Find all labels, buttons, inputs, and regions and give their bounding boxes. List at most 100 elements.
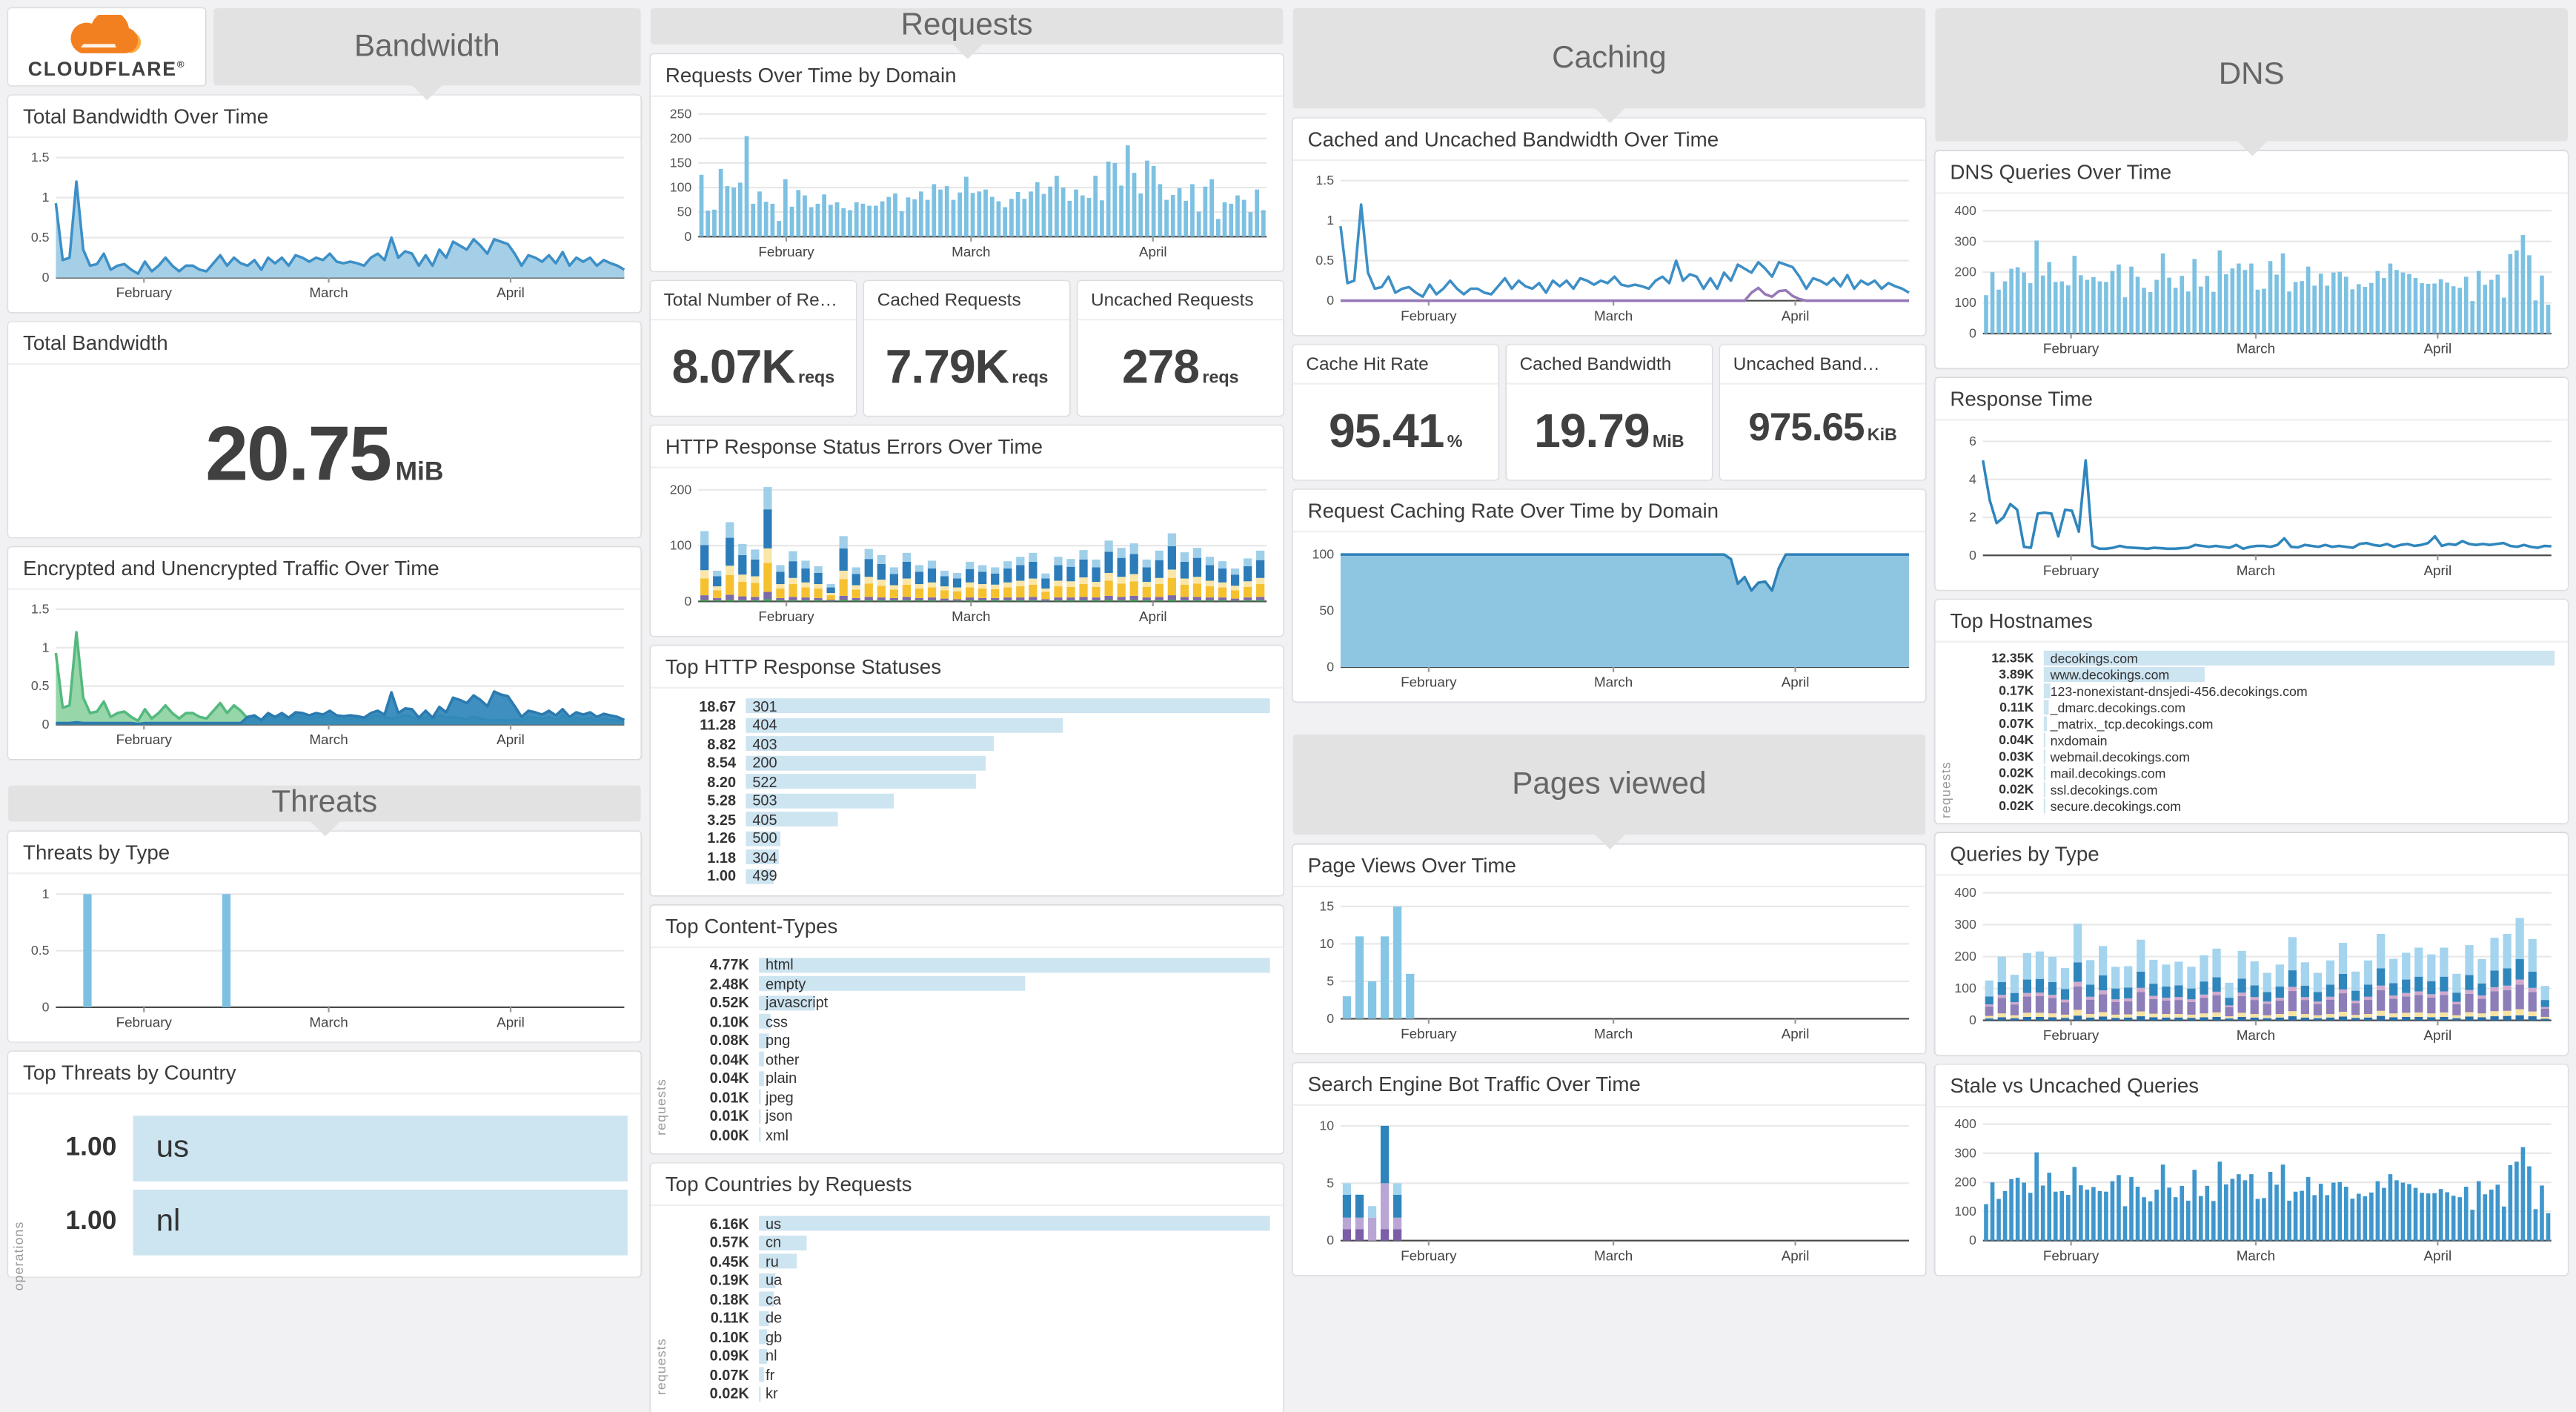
hbar-value: 0.11K [710,1309,749,1326]
hbar-value: 1.18 [707,848,737,866]
hbar-value: 8.82 [707,735,737,752]
top-content-types-list: requests 4.77K html 2.48K empty 0.52K javascri… [651,947,1283,1153]
svg-text:100: 100 [670,538,692,553]
hbar-label: 499 [752,867,777,884]
top-http-statuses-list: 18.67 301 11.28 404 8.82 403 8.54 200 8.20 522 5.2… [651,689,1283,895]
hbar-row: 0.02K kr [677,1385,1269,1402]
hbar-row: 5.28 503 [664,792,1270,809]
svg-text:April: April [497,1015,525,1030]
page-views-chart: 0 5 10 15 February March April [1319,898,1909,1041]
svg-text:150: 150 [670,156,692,170]
requests-column: Requests Requests Over Time by Domain 0 5… [650,8,1284,1412]
hbar-label: decokings.com [2050,650,2138,666]
cloudflare-cloud-icon [70,14,142,53]
svg-text:200: 200 [1954,949,1976,964]
hbar-value: 0.19K [709,1271,749,1289]
top-countries-list: requests 6.16K us 0.57K cn 0.45K ru 0.19K ua 0.18… [651,1206,1283,1412]
svg-text:2: 2 [1969,510,1976,525]
hbar-row: 0.02K secure.decokings.com [1962,798,2555,813]
stat-unit: reqs [1012,368,1049,388]
hbar-label: 522 [752,773,777,790]
hbar-value: 8.54 [707,754,737,771]
stale-uncached-queries-chart: 0 100 200 300 400 February March April [1954,1116,2552,1263]
hbar-row: 0.07K fr [677,1366,1269,1382]
hbar-value: 18.67 [699,697,737,715]
hbar-value: 0.57K [709,1233,749,1251]
hbar-value: 1.26 [707,829,737,846]
hbar-fill [759,1108,761,1124]
section-title: Caching [1552,40,1667,75]
svg-text:February: February [2043,1027,2099,1043]
stat-label: Total Number of Re… [650,281,856,321]
hbar-fill [759,1051,765,1067]
svg-text:February: February [116,285,173,300]
svg-text:0.5: 0.5 [31,230,50,245]
hbar-label: json [766,1107,793,1124]
svg-text:April: April [1139,609,1167,624]
svg-text:0: 0 [1969,548,1976,563]
svg-text:February: February [2043,341,2099,357]
stat-value: 8.07K [671,342,796,395]
hbar-label: 200 [752,754,777,771]
svg-text:400: 400 [1954,1116,1976,1131]
hbar-value: 0.52K [709,994,749,1011]
hbar-value: 0.01K [709,1107,749,1124]
svg-text:0: 0 [1969,1233,1976,1247]
svg-text:April: April [497,285,525,300]
panel-title: Top Hostnames [1935,600,2568,643]
svg-text:50: 50 [1319,603,1334,618]
hbar-label: gb [766,1328,783,1345]
axis-label: requests [654,1337,669,1395]
panel-title: Encrypted and Unencrypted Traffic Over T… [8,547,641,590]
hbar-row: 0.11K _dmarc.decokings.com [1962,700,2555,715]
svg-text:March: March [309,285,348,300]
svg-text:March: March [2237,1247,2275,1263]
http-errors-chart: 0 100 200 February March April [670,482,1267,624]
svg-text:March: March [2237,1027,2275,1043]
panel-queries-by-type: Queries by Type 0 100 200 300 400 February Mar… [1935,832,2568,1055]
hbar-value: 0.02K [1999,798,2034,814]
hbar-fill [2043,717,2047,731]
svg-text:March: March [1594,674,1633,690]
svg-text:February: February [1401,1026,1457,1041]
stat-label: Uncached Band… [1720,345,1926,385]
dns-column: DNS DNS Queries Over Time 0 100 200 300 400 F… [1935,8,2568,1276]
hbar-fill [759,1127,760,1142]
hbar-fill [746,774,976,789]
hbar-fill [746,830,781,846]
top-threats-by-country-list: operations 1.00 us 1.00 nl [8,1094,640,1290]
hbar-label: nxdomain [2050,732,2108,748]
hbar-row: 0.10K css [677,1013,1269,1030]
stat-value: 278 [1121,342,1200,395]
svg-text:0: 0 [42,999,50,1014]
section-title: DNS [2218,56,2285,92]
hbar-value: 0.07K [709,1366,749,1383]
panel-top-threats-by-country: Top Threats by Country operations 1.00 us 1… [8,1051,641,1290]
hbar-value: 12.35K [1991,650,2034,666]
stat-value: 20.75 [205,408,392,497]
hbar-fill [759,975,1025,991]
hbar-label: 301 [752,697,777,715]
hbar-label: us [766,1215,782,1232]
hbar-fill [759,1089,761,1104]
panel-top-hostnames: Top Hostnames requests 12.35K decokings.co… [1935,600,2568,823]
hbar-row: 3.25 405 [664,811,1270,827]
svg-text:1: 1 [42,640,50,654]
dns-queries-chart: 0 100 200 300 400 February March April [1954,203,2552,357]
hbar-value: 1.00 [65,1133,117,1162]
hbar-row: 0.08K png [677,1032,1269,1048]
svg-text:March: March [1594,1247,1633,1263]
svg-text:March: March [952,244,990,259]
svg-text:0: 0 [1327,1233,1334,1247]
stat-value: 19.79 [1534,405,1650,459]
panel-title: Top HTTP Response Statuses [650,646,1284,689]
panel-total-bandwidth: Total Bandwidth 20.75 MiB [8,322,641,537]
hbar-value: 0.08K [709,1032,749,1049]
hbar-label: 123-nonexistant-dnsjedi-456.decokings.co… [2050,683,2308,699]
svg-text:April: April [1782,308,1810,323]
hbar-row: 0.02K mail.decokings.com [1962,766,2555,780]
stat-label: Uncached Requests [1078,281,1284,321]
hbar-label: jpeg [766,1088,794,1105]
hbar-fill [759,1367,765,1382]
svg-text:March: March [1594,308,1633,323]
